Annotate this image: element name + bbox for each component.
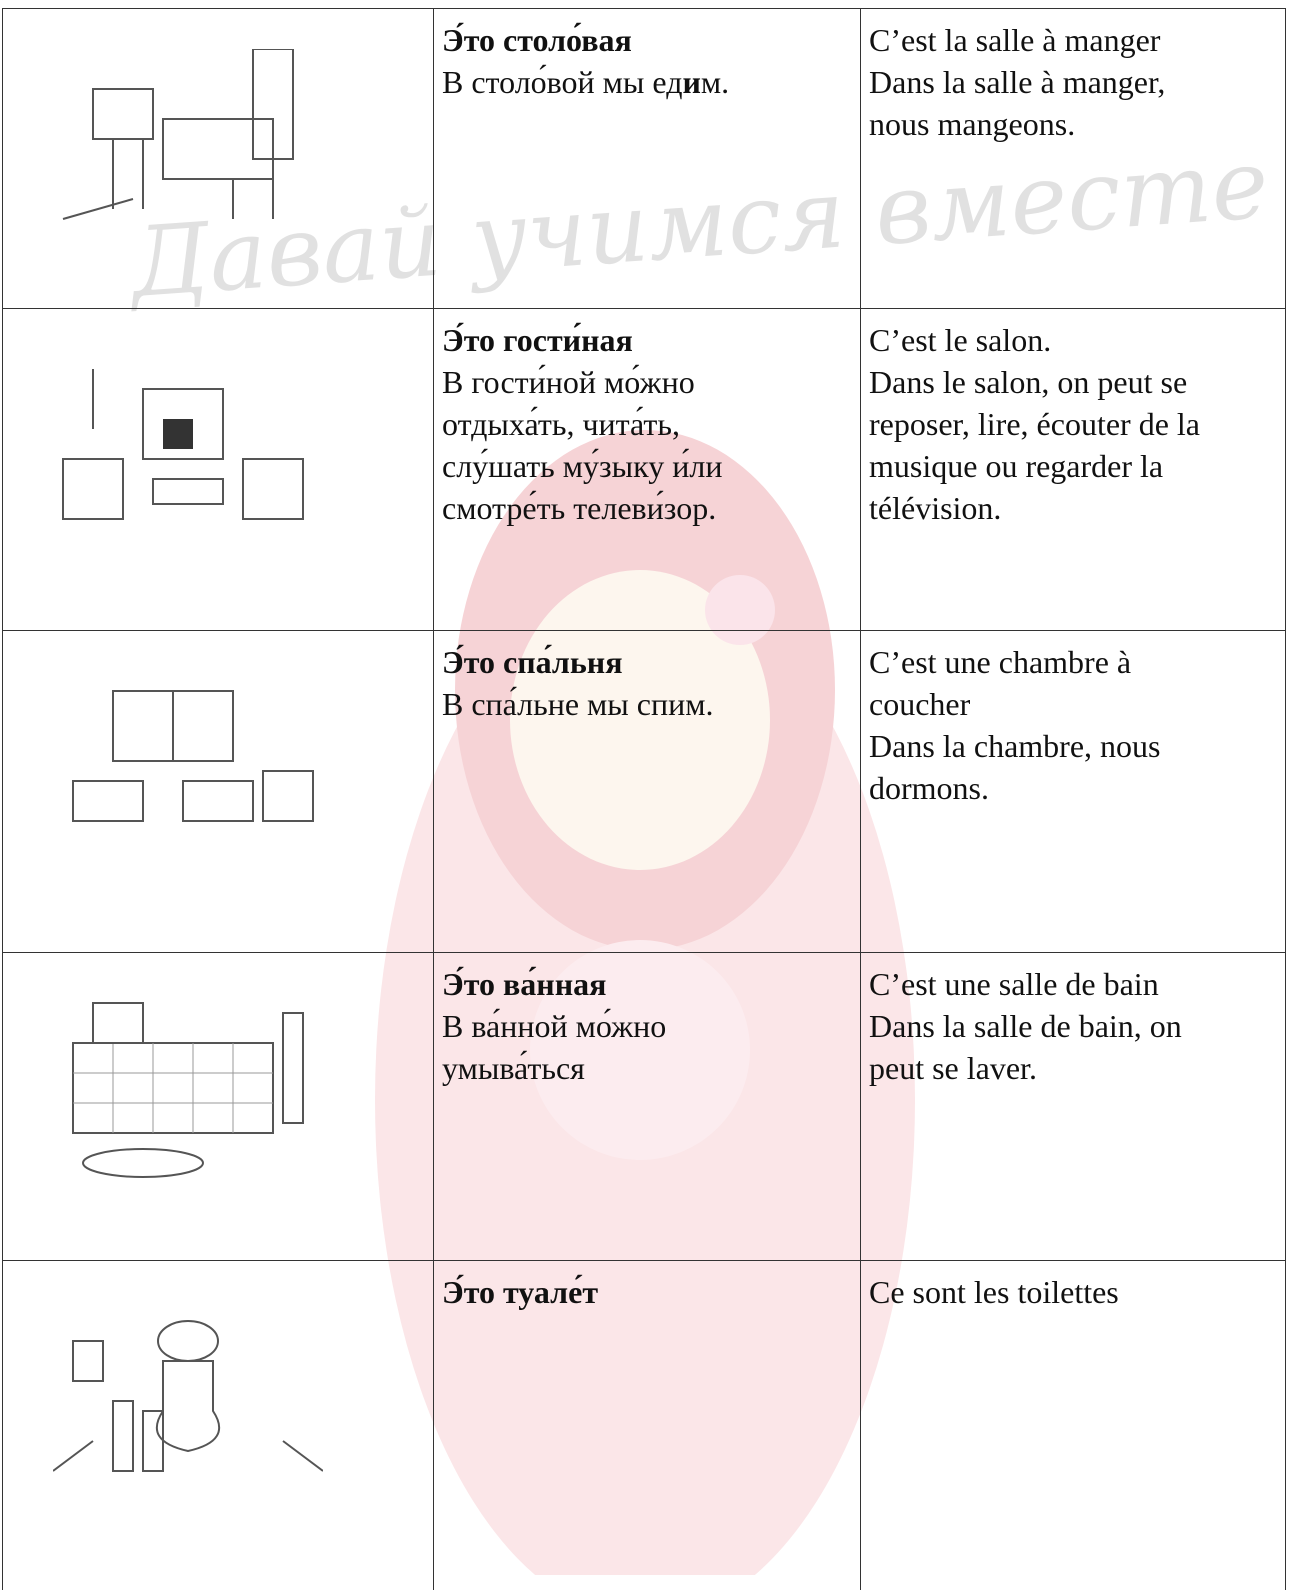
french-cell: C’est la salle à manger Dans la salle à m…: [860, 9, 1286, 308]
russian-cell: Э́то гости́ная В гости́ной мо́жно отдыха́т…: [433, 309, 860, 630]
french-cell: C’est une salle de bain Dans la salle de …: [860, 953, 1286, 1260]
french-text: Dans la salle de bain, on: [869, 1008, 1182, 1044]
russian-text: В гости́ной мо́жно: [442, 364, 695, 400]
russian-text: умыва́ться: [442, 1050, 585, 1086]
table-row: Э́то столо́вая В столо́вой мы едим. C’est …: [2, 8, 1286, 308]
french-text: télévision.: [869, 490, 1002, 526]
french-text: Dans la salle à manger,: [869, 64, 1166, 100]
french-text: coucher: [869, 686, 971, 722]
russian-title: Э́то туале́т: [442, 1274, 599, 1310]
table-row: Э́то туале́т Ce sont les toilettes: [2, 1260, 1286, 1590]
french-text: dormons.: [869, 770, 989, 806]
table-row: Э́то спа́льня В спа́льне мы спим. C’est un…: [2, 630, 1286, 952]
room-illustration: [72, 690, 314, 822]
french-text: C’est une salle de bain: [869, 966, 1159, 1002]
image-cell: [2, 309, 433, 630]
room-illustration: [62, 49, 294, 220]
french-text: Dans la chambre, nous: [869, 728, 1161, 764]
french-text: Ce sont les toilettes: [869, 1274, 1119, 1310]
french-cell: C’est une chambre à coucher Dans la chambr…: [860, 631, 1286, 952]
doll-flower: [530, 940, 750, 1160]
image-cell: [2, 631, 433, 952]
image-cell: [2, 953, 433, 1260]
russian-text: смотре́ть телеви́зор.: [442, 490, 717, 526]
french-text: C’est une chambre à: [869, 644, 1132, 680]
russian-cell: Э́то столо́вая В столо́вой мы едим.: [433, 9, 860, 308]
french-text: C’est le salon.: [869, 322, 1052, 358]
russian-title: Э́то спа́льня: [442, 644, 623, 680]
russian-text: В столо́вой мы едим.: [442, 61, 852, 103]
room-illustration: [62, 369, 304, 520]
french-text: C’est la salle à manger: [869, 22, 1161, 58]
russian-text: В ва́нной мо́жно: [442, 1008, 667, 1044]
french-text: nous mangeons.: [869, 106, 1076, 142]
room-illustration: [53, 1320, 323, 1472]
doll-flower: [705, 575, 775, 645]
french-text: reposer, lire, écouter de la: [869, 406, 1200, 442]
french-cell: C’est le salon. Dans le salon, on peut se…: [860, 309, 1286, 630]
russian-title: Э́то гости́ная: [442, 322, 633, 358]
french-text: Dans le salon, on peut se: [869, 364, 1188, 400]
russian-cell: Э́то спа́льня В спа́льне мы спим.: [433, 631, 860, 952]
french-text: peut se laver.: [869, 1050, 1037, 1086]
doll-face: [510, 570, 770, 870]
text-part: и: [682, 64, 701, 100]
russian-cell: Э́то туале́т: [433, 1261, 860, 1590]
image-cell: [2, 9, 433, 308]
russian-cell: Э́то ва́нная В ва́нной мо́жно умыва́ться: [433, 953, 860, 1260]
table-row: Э́то ва́нная В ва́нной мо́жно умыва́ться C’…: [2, 952, 1286, 1260]
russian-title: Э́то ва́нная: [442, 966, 607, 1002]
french-cell: Ce sont les toilettes: [860, 1261, 1286, 1590]
russian-text: слу́шать му́зыку и́ли: [442, 448, 723, 484]
french-text: musique ou regarder la: [869, 448, 1164, 484]
room-illustration: [72, 1002, 304, 1178]
table-row: Э́то гости́ная В гости́ной мо́жно отдыха́т…: [2, 308, 1286, 630]
text-part: м.: [700, 64, 730, 100]
russian-text: В спа́льне мы спим.: [442, 686, 714, 722]
text-part: В столо́вой мы ед: [442, 64, 683, 100]
russian-text: отдыха́ть, чита́ть,: [442, 406, 680, 442]
image-cell: [2, 1261, 433, 1590]
russian-title: Э́то столо́вая: [442, 22, 632, 58]
